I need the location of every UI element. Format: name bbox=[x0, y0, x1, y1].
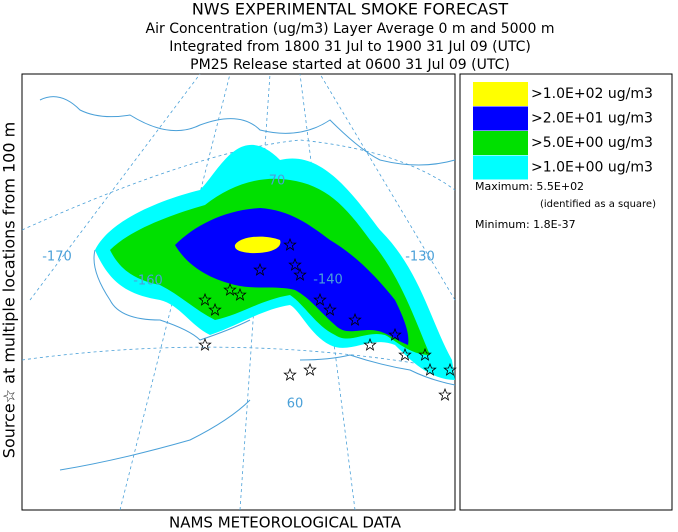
legend: Maximum: 5.5E+02 (identified as a square… bbox=[459, 73, 673, 511]
source-marker bbox=[348, 312, 362, 326]
source-marker bbox=[198, 292, 212, 306]
map: -170 -160 -140 -130 70 60 bbox=[21, 73, 457, 511]
maximum-note: (identified as a square) bbox=[540, 199, 656, 210]
source-marker bbox=[293, 267, 307, 281]
lon-label: -140 bbox=[313, 273, 343, 288]
maximum: Maximum: 5.5E+02 bbox=[475, 180, 584, 193]
legend-swatch bbox=[473, 82, 528, 106]
subtitle: PM25 Release started at 0600 31 Jul 09 (… bbox=[190, 57, 510, 73]
coastline bbox=[39, 96, 456, 471]
source-marker bbox=[223, 282, 237, 296]
side-label: Source☆ at multiple locations from 100 m bbox=[0, 122, 19, 458]
legend-label: >1.0E+02 ug/m3 bbox=[531, 86, 653, 102]
legend-label: >2.0E+01 ug/m3 bbox=[531, 111, 653, 127]
source-marker bbox=[323, 302, 337, 316]
source-marker bbox=[303, 362, 317, 376]
subtitle: Air Concentration (ug/m3) Layer Average … bbox=[146, 21, 555, 37]
plume-level bbox=[234, 236, 281, 254]
source-marker bbox=[198, 337, 212, 351]
minimum: Minimum: 1.8E-37 bbox=[475, 218, 576, 231]
source-marker bbox=[313, 292, 327, 306]
lat-label: 60 bbox=[287, 397, 304, 412]
source-marker bbox=[253, 262, 267, 276]
source-marker bbox=[363, 337, 377, 351]
lon-label: -160 bbox=[133, 274, 163, 289]
source-marker bbox=[208, 302, 222, 316]
lat-label: 70 bbox=[269, 174, 286, 189]
source-marker bbox=[443, 362, 457, 376]
plume bbox=[95, 144, 457, 401]
source-marker bbox=[398, 347, 412, 361]
lon-label: -130 bbox=[405, 250, 435, 265]
title: NWS EXPERIMENTAL SMOKE FORECAST bbox=[192, 0, 509, 19]
source-marker bbox=[283, 367, 297, 381]
legend-label: >1.0E+00 ug/m3 bbox=[531, 160, 653, 176]
source-marker bbox=[418, 347, 432, 361]
subtitle: Integrated from 1800 31 Jul to 1900 31 J… bbox=[169, 39, 531, 55]
legend-swatch bbox=[473, 106, 528, 131]
source-marker bbox=[283, 237, 297, 251]
legend-swatch bbox=[473, 155, 528, 180]
source-marker bbox=[438, 387, 452, 401]
legend-swatch bbox=[473, 131, 528, 155]
source-marker bbox=[233, 287, 247, 301]
source-marker bbox=[423, 362, 437, 376]
lon-label: -170 bbox=[42, 250, 72, 265]
plume-level bbox=[175, 208, 409, 345]
source-marker bbox=[288, 257, 302, 271]
footer: NAMS METEOROLOGICAL DATA bbox=[169, 514, 402, 532]
source-marker bbox=[388, 327, 402, 341]
legend-label: >5.0E+00 ug/m3 bbox=[531, 135, 653, 151]
